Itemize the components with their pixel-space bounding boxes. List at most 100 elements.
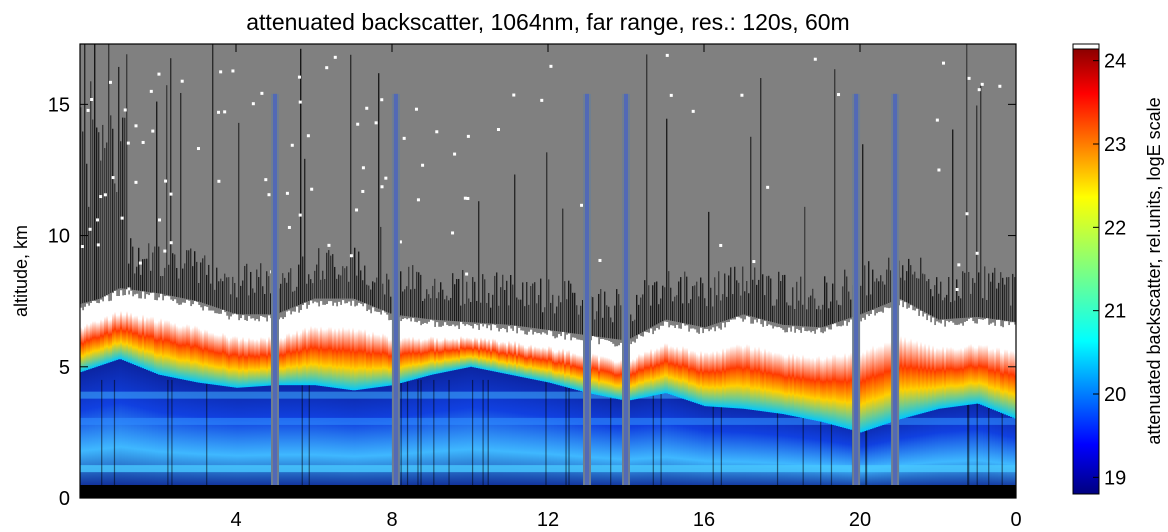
cloud-column (784, 332, 787, 415)
cloud-column (754, 319, 757, 411)
aerosol-column (269, 369, 273, 492)
noise-column (484, 279, 486, 324)
streak (610, 379, 612, 491)
noise-column (886, 269, 888, 304)
noise-column (902, 265, 904, 301)
noise-column (104, 148, 106, 297)
cloud-column (132, 296, 135, 365)
cloud-column (876, 313, 879, 428)
cloud-column (924, 313, 927, 413)
aerosol-column (680, 382, 684, 492)
aerosol-column (575, 374, 579, 492)
aerosol-column (221, 370, 225, 492)
noise-column (404, 289, 406, 316)
noise-column (328, 250, 330, 299)
cloud-column (544, 333, 547, 382)
noise-column (238, 122, 240, 315)
noise-column (460, 305, 462, 322)
speckle (691, 109, 695, 113)
cloud-column (652, 334, 655, 396)
speckle (158, 218, 161, 222)
noise-column (408, 266, 410, 317)
streak (776, 379, 779, 491)
noise-column (430, 298, 432, 320)
noise-column (164, 267, 166, 295)
cloud-column (530, 329, 533, 379)
cloud-column (806, 331, 809, 419)
aerosol-column (191, 365, 195, 492)
speckle (384, 176, 388, 180)
streak (113, 379, 116, 491)
cloud-column (542, 332, 545, 382)
aerosol-column (533, 363, 537, 492)
cloud-column (344, 303, 347, 390)
cloud-column (1012, 322, 1015, 418)
cloud-column (706, 328, 709, 407)
noise-column (268, 276, 270, 315)
noise-column (536, 303, 538, 329)
noise-column (956, 279, 958, 319)
speckle (134, 124, 138, 128)
aerosol-column (842, 411, 846, 492)
cloud-column (502, 327, 505, 374)
cloud-column (248, 316, 251, 387)
aerosol-column (1010, 401, 1014, 492)
aerosol-column (593, 378, 597, 492)
noise-column (652, 285, 654, 327)
cloud-column (562, 331, 565, 387)
cloud-column (938, 322, 941, 409)
noise-column (728, 275, 730, 320)
noise-column (190, 248, 192, 300)
noise-column (544, 307, 546, 330)
noise-column (814, 298, 816, 327)
noise-column (500, 287, 502, 325)
cloud-column (736, 316, 739, 409)
noise-column (610, 317, 612, 339)
aerosol-column (236, 372, 240, 492)
cloud-column (824, 331, 827, 423)
speckle (349, 254, 353, 258)
aerosol-column (629, 384, 633, 492)
cloud-column (988, 324, 991, 408)
cloud-column (342, 300, 345, 389)
cloud-column (930, 322, 933, 411)
cloud-column (374, 311, 377, 388)
noise-column (94, 44, 96, 301)
noise-column (810, 295, 812, 327)
cloud-column (158, 297, 161, 375)
cloud-column (152, 292, 155, 373)
cloud-column (154, 299, 157, 374)
speckle (126, 141, 130, 145)
cloud-column (428, 321, 431, 376)
aerosol-column (986, 391, 990, 492)
cloud-column (934, 325, 937, 410)
cloud-column (772, 328, 775, 413)
cloud-column (728, 321, 731, 408)
cloud-column (106, 295, 109, 364)
aerosol-column (596, 379, 600, 492)
aerosol-column (116, 344, 120, 492)
noise-column (906, 271, 908, 303)
aerosol-column (734, 392, 738, 492)
noise-column (996, 288, 998, 320)
cloud-column (956, 324, 959, 407)
noise-column (338, 274, 340, 299)
noise-column (510, 275, 512, 325)
aerosol-column (515, 360, 519, 492)
noise-column (932, 296, 934, 317)
aerosol-column (653, 379, 657, 492)
cloud-column (936, 321, 939, 410)
cloud-column (568, 333, 571, 388)
cloud-column (578, 339, 581, 391)
cloud-column (372, 307, 375, 388)
cloud-column (724, 327, 727, 408)
aerosol-column (161, 359, 165, 492)
cloud-column (528, 331, 531, 379)
aerosol-column (941, 392, 945, 492)
cloud-column (116, 295, 119, 360)
speckle (103, 193, 107, 197)
cloud-column (972, 321, 975, 405)
aerosol-column (335, 372, 339, 492)
noise-column (738, 282, 740, 316)
aerosol-column (278, 369, 282, 492)
